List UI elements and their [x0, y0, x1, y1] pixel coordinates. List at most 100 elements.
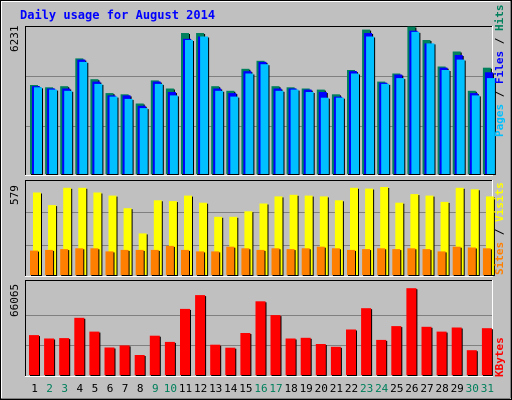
sites-bar: [467, 247, 476, 275]
sites-bar: [90, 248, 99, 275]
visits-bar: [63, 187, 72, 275]
pages-bar: [230, 96, 239, 174]
pages-bar: [245, 73, 254, 174]
pages-bar: [154, 83, 163, 174]
legend-hits: Hits: [493, 5, 506, 32]
sites-bar: [301, 248, 310, 275]
kbytes-bar: [406, 288, 417, 375]
sites-bar: [271, 248, 280, 275]
day-label: 20: [315, 382, 328, 395]
visits-bar: [304, 195, 313, 275]
day-label: 15: [239, 382, 252, 395]
pages-bar: [381, 83, 390, 174]
day-axis: 1 2 3 4 5 6 7 8 9 10 11 12 13 14 15 16 17 18 19 20 21 22 23 24 2…: [31, 382, 494, 395]
sites-bar: [452, 246, 461, 275]
pages-bar: [109, 96, 118, 174]
visits-bar: [350, 187, 358, 275]
kbytes-bar: [195, 295, 206, 375]
visits-bar: [93, 192, 102, 275]
day-label: 10: [164, 382, 177, 395]
sites-bar: [241, 248, 250, 275]
day-label: 24: [375, 382, 389, 395]
kbytes-panel: [25, 280, 493, 377]
legend-separator: /: [493, 37, 506, 44]
sites-bar: [422, 249, 431, 275]
kbytes-bar: [330, 346, 341, 375]
kbytes-bar: [300, 337, 311, 375]
day-label: 3: [61, 382, 68, 395]
day-label: 8: [137, 382, 144, 395]
day-label: 12: [194, 382, 207, 395]
sites-bar: [377, 248, 386, 275]
visits-bar: [380, 187, 389, 275]
day-label: 7: [122, 382, 129, 395]
visits-bar: [214, 216, 223, 275]
kbytes-bar: [361, 308, 372, 375]
visits-bar: [470, 189, 479, 275]
day-label: 9: [152, 382, 159, 395]
pages-bar: [411, 31, 420, 175]
kbytes-bar: [436, 331, 447, 375]
pages-bar: [34, 87, 42, 174]
legend-sites: Sites: [493, 242, 506, 275]
pages-bar: [320, 97, 329, 174]
day-label: 29: [451, 382, 464, 395]
day-label: 26: [405, 382, 418, 395]
sites-bar: [331, 248, 340, 275]
kbytes-bar: [466, 350, 477, 375]
day-label: 28: [435, 382, 448, 395]
legend-sites-visits: Sites / Visits: [493, 182, 506, 275]
kbytes-bar: [225, 347, 236, 375]
pages-bar: [456, 59, 465, 174]
pages-bar: [486, 78, 495, 174]
visits-bar: [410, 194, 419, 275]
pages-bar: [169, 95, 178, 174]
day-label: 2: [46, 382, 53, 395]
kbytes-bar: [285, 338, 296, 375]
pages-bar: [290, 89, 299, 174]
day-label: 14: [224, 382, 238, 395]
pages-bar: [305, 92, 314, 174]
sites-bar: [60, 249, 69, 275]
day-label: 21: [330, 382, 343, 395]
max-label-kbytes: 66065: [8, 284, 21, 317]
kbytes-bar: [240, 333, 251, 375]
pages-bar: [64, 90, 73, 174]
legend-kbytes: KBytes: [493, 337, 506, 377]
visits-bar: [274, 196, 283, 275]
pages-bar: [366, 36, 375, 174]
sites-bar: [286, 249, 295, 275]
visits-bar: [78, 187, 87, 275]
pages-bar: [260, 64, 269, 174]
sites-bar: [45, 249, 54, 275]
visits-bar: [259, 203, 268, 275]
day-label: 27: [420, 382, 433, 395]
day-label: 11: [179, 382, 192, 395]
day-label: 5: [92, 382, 99, 395]
visits-bar: [485, 196, 494, 275]
legend-separator: /: [493, 228, 506, 235]
day-label: 17: [269, 382, 282, 395]
max-label-hits: 6231: [8, 26, 21, 53]
kbytes-bar: [315, 344, 326, 375]
kbytes-bar: [270, 315, 281, 375]
kbytes-bar: [74, 317, 85, 375]
kbytes-bar: [44, 338, 55, 375]
kbytes-bar: [180, 308, 190, 375]
day-label: 13: [209, 382, 222, 395]
legend-separator: /: [493, 90, 506, 97]
max-label-visits: 579: [8, 185, 21, 205]
kbytes-bar: [481, 328, 492, 375]
pages-bar: [351, 73, 359, 174]
visits-bar: [365, 188, 374, 275]
pages-bar: [275, 90, 284, 174]
sites-bar: [226, 246, 235, 275]
visits-bar: [168, 201, 177, 275]
kbytes-bar: [134, 355, 145, 375]
kbytes-bar: [210, 344, 221, 375]
pages-bar: [215, 90, 224, 174]
day-label: 25: [390, 382, 403, 395]
legend-visits: Visits: [493, 182, 506, 222]
sites-bar: [437, 251, 446, 275]
